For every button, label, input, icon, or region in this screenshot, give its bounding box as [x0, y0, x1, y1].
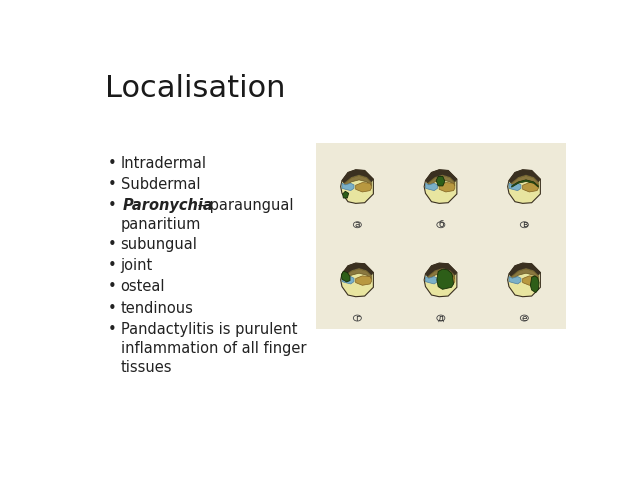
- Polygon shape: [523, 276, 538, 285]
- Text: в: в: [522, 220, 527, 229]
- Text: joint: joint: [121, 258, 153, 273]
- Text: •: •: [108, 323, 116, 337]
- Text: Localisation: Localisation: [105, 74, 285, 103]
- Polygon shape: [340, 263, 373, 297]
- Polygon shape: [342, 263, 373, 276]
- Polygon shape: [511, 269, 538, 280]
- Text: •: •: [108, 258, 116, 273]
- Text: б: б: [438, 220, 444, 229]
- Polygon shape: [426, 170, 457, 183]
- Polygon shape: [426, 263, 457, 276]
- Text: •: •: [108, 237, 116, 252]
- Polygon shape: [511, 180, 538, 187]
- Polygon shape: [428, 269, 455, 280]
- Text: •: •: [108, 279, 116, 294]
- Polygon shape: [428, 176, 455, 187]
- Polygon shape: [356, 276, 371, 285]
- Text: Pandactylitis is purulent: Pandactylitis is purulent: [121, 323, 297, 337]
- Polygon shape: [342, 276, 354, 284]
- Polygon shape: [439, 182, 455, 192]
- Text: inflammation of all finger: inflammation of all finger: [121, 341, 306, 356]
- Polygon shape: [340, 170, 373, 204]
- Polygon shape: [508, 170, 540, 204]
- Text: г: г: [355, 313, 360, 323]
- Polygon shape: [437, 269, 454, 289]
- Polygon shape: [511, 176, 538, 187]
- Polygon shape: [356, 182, 371, 192]
- Text: osteal: osteal: [121, 279, 165, 294]
- Polygon shape: [436, 177, 445, 186]
- Text: д: д: [438, 313, 444, 323]
- Polygon shape: [508, 263, 540, 297]
- Polygon shape: [426, 183, 438, 191]
- Polygon shape: [424, 170, 457, 204]
- Text: – paraungual: – paraungual: [193, 198, 294, 214]
- Text: •: •: [108, 177, 116, 192]
- Polygon shape: [439, 276, 455, 285]
- Polygon shape: [509, 276, 521, 284]
- Polygon shape: [509, 170, 540, 183]
- Text: е: е: [522, 313, 527, 323]
- Text: panaritium: panaritium: [121, 217, 201, 232]
- Text: tendinous: tendinous: [121, 301, 193, 316]
- Polygon shape: [342, 192, 349, 198]
- Text: •: •: [108, 198, 116, 214]
- Text: subungual: subungual: [121, 237, 198, 252]
- Polygon shape: [523, 182, 538, 192]
- Bar: [316, 143, 566, 329]
- Text: Subdermal: Subdermal: [121, 177, 200, 192]
- Text: а: а: [355, 220, 360, 229]
- Polygon shape: [424, 263, 457, 297]
- Polygon shape: [342, 170, 373, 183]
- Polygon shape: [426, 276, 438, 284]
- Polygon shape: [342, 183, 354, 191]
- Text: tissues: tissues: [121, 360, 172, 375]
- Polygon shape: [345, 269, 371, 280]
- Text: •: •: [108, 156, 116, 170]
- Polygon shape: [509, 183, 521, 191]
- Polygon shape: [345, 176, 371, 187]
- Text: Intradermal: Intradermal: [121, 156, 207, 170]
- Text: •: •: [108, 301, 116, 316]
- Polygon shape: [531, 276, 539, 293]
- Polygon shape: [509, 263, 540, 276]
- Polygon shape: [341, 271, 350, 282]
- Text: Paronychia: Paronychia: [123, 198, 214, 214]
